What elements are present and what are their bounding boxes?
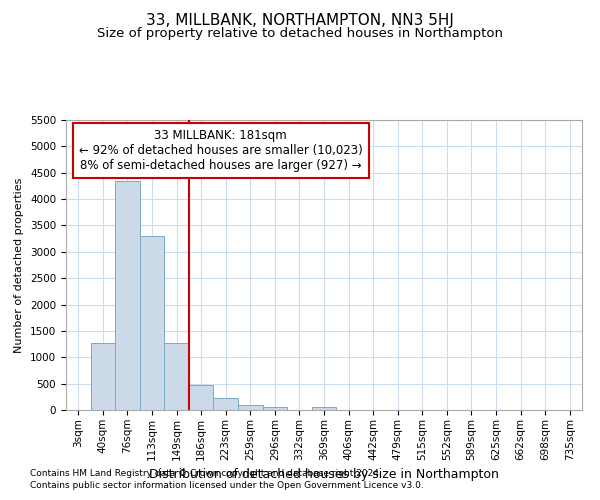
Text: Size of property relative to detached houses in Northampton: Size of property relative to detached ho… bbox=[97, 28, 503, 40]
Text: Contains HM Land Registry data © Crown copyright and database right 2024.: Contains HM Land Registry data © Crown c… bbox=[30, 468, 382, 477]
Text: Contains public sector information licensed under the Open Government Licence v3: Contains public sector information licen… bbox=[30, 481, 424, 490]
Text: 33, MILLBANK, NORTHAMPTON, NN3 5HJ: 33, MILLBANK, NORTHAMPTON, NN3 5HJ bbox=[146, 12, 454, 28]
Y-axis label: Number of detached properties: Number of detached properties bbox=[14, 178, 25, 352]
Bar bbox=[164, 342, 189, 410]
X-axis label: Distribution of detached houses by size in Northampton: Distribution of detached houses by size … bbox=[149, 468, 499, 481]
Bar bbox=[115, 180, 140, 410]
Text: 33 MILLBANK: 181sqm
← 92% of detached houses are smaller (10,023)
8% of semi-det: 33 MILLBANK: 181sqm ← 92% of detached ho… bbox=[79, 128, 362, 172]
Bar bbox=[189, 384, 214, 410]
Bar bbox=[238, 406, 263, 410]
Bar bbox=[263, 408, 287, 410]
Bar bbox=[312, 407, 336, 410]
Bar bbox=[214, 398, 238, 410]
Bar bbox=[140, 236, 164, 410]
Bar bbox=[91, 343, 115, 410]
